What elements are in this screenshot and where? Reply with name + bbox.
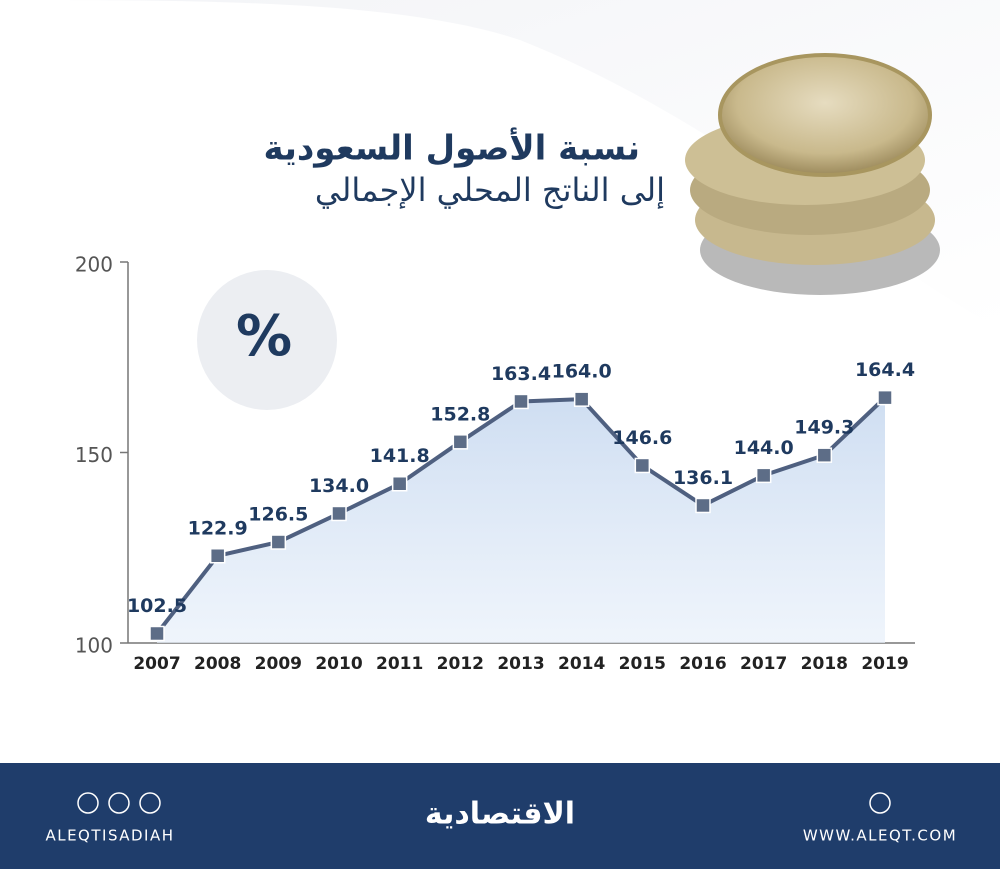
marker <box>755 467 772 484</box>
data-label: 136.1 <box>673 467 733 489</box>
data-label: 163.4 <box>491 363 551 385</box>
footer-bar <box>0 763 1000 869</box>
chart-title: نسبة الأصول السعودية <box>263 127 640 169</box>
marker <box>452 434 469 450</box>
marker <box>816 447 833 463</box>
marker <box>513 393 529 410</box>
x-tick-label: 2015 <box>619 654 666 674</box>
x-tick-label: 2017 <box>740 654 787 674</box>
marker <box>634 457 651 474</box>
marker <box>391 475 408 492</box>
x-tick-label: 2010 <box>315 654 362 674</box>
footer-handle: ALEQTISADIAH <box>45 827 174 845</box>
marker <box>573 391 590 407</box>
coins-decoration <box>685 53 940 295</box>
area <box>157 397 885 643</box>
data-label: 141.8 <box>370 445 430 467</box>
x-tick-label: 2019 <box>861 654 908 674</box>
x-tick-label: 2018 <box>801 654 848 674</box>
y-tick-label: 150 <box>75 443 113 467</box>
x-tick-label: 2016 <box>679 654 726 674</box>
data-label: 122.9 <box>188 517 248 539</box>
social-icons <box>77 792 891 814</box>
x-tick-label: 2009 <box>255 654 302 674</box>
unit-badge <box>197 270 337 410</box>
marker <box>695 497 711 514</box>
marker <box>149 625 165 642</box>
y-tick-label: 100 <box>75 634 113 658</box>
data-label: 149.3 <box>794 417 854 439</box>
unit-label: % <box>236 304 292 369</box>
y-tick-label: 200 <box>75 253 113 277</box>
x-tick-label: 2012 <box>437 654 484 674</box>
data-label: 134.0 <box>309 475 369 497</box>
marker <box>877 389 893 406</box>
marker <box>331 505 347 522</box>
x-tick-label: 2014 <box>558 654 605 674</box>
x-tick-label: 2007 <box>133 654 180 674</box>
marker <box>270 534 287 550</box>
data-label: 146.6 <box>612 427 672 449</box>
data-label: 164.0 <box>552 361 612 383</box>
marker <box>209 548 226 564</box>
footer-brand: الاقتصادية <box>425 797 575 832</box>
chart-subtitle: إلى الناتج المحلي الإجمالي <box>315 171 665 209</box>
data-label: 126.5 <box>248 504 308 526</box>
x-tick-label: 2008 <box>194 654 241 674</box>
x-tick-label: 2011 <box>376 654 423 674</box>
footer-website: WWW.ALEQT.COM <box>803 827 957 845</box>
data-label: 102.5 <box>127 595 187 617</box>
plot-area: 100 150 200 2007 2008 2009 2010 2011 2012 2013 201… <box>75 253 915 675</box>
x-tick-label: 2013 <box>497 654 544 674</box>
data-label: 152.8 <box>430 403 490 425</box>
data-label: 144.0 <box>734 437 794 459</box>
data-label: 164.4 <box>855 359 915 381</box>
